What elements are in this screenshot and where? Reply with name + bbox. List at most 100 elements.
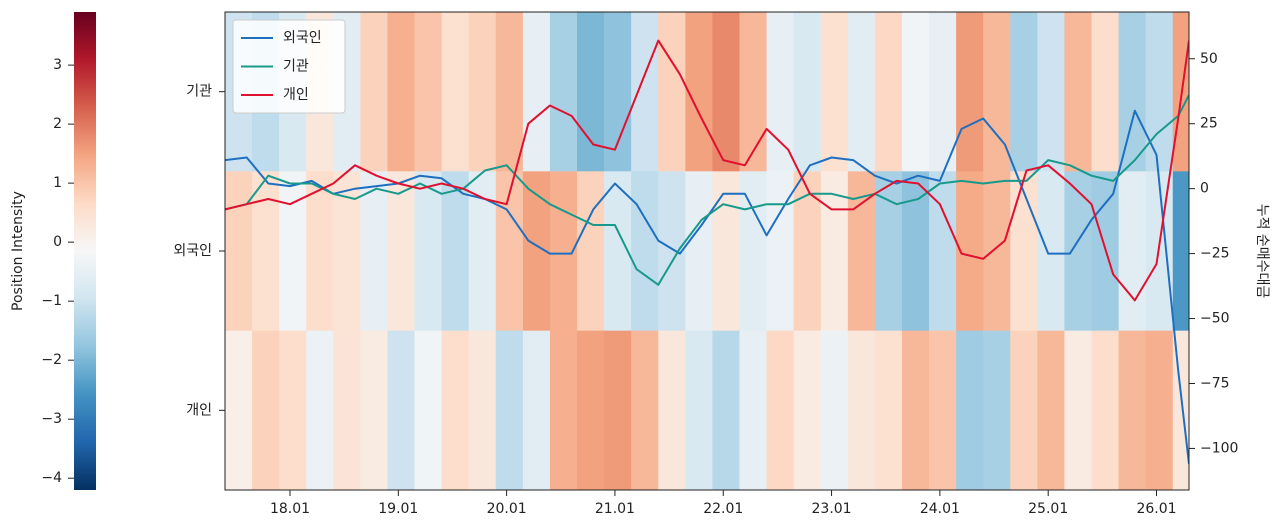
y2-tick-label: −25	[1200, 246, 1230, 262]
heat-cell	[929, 12, 957, 172]
heat-cell	[225, 330, 253, 491]
heat-cell	[414, 330, 443, 491]
heat-cell	[387, 171, 416, 332]
heat-cell	[495, 330, 524, 491]
y2-axis-label: 누적 순매수대금	[1254, 204, 1270, 299]
heat-cell	[387, 12, 416, 172]
heat-cell	[766, 12, 795, 172]
heat-cell	[1118, 12, 1147, 172]
colorbar-tick-label: 3	[53, 57, 62, 73]
heat-cell	[658, 12, 686, 172]
legend-box	[232, 19, 346, 114]
heat-cell	[441, 330, 470, 491]
heat-cell	[685, 171, 713, 332]
heat-cell	[360, 330, 388, 491]
heat-cell	[441, 12, 470, 172]
colorbar-tick-label: 2	[53, 116, 62, 132]
heat-cell	[1010, 12, 1038, 172]
series-line	[225, 109, 1189, 465]
heat-cell	[956, 330, 984, 491]
heat-cell	[522, 330, 551, 491]
colorbar-tick-label: −3	[41, 411, 62, 427]
heat-cell	[1172, 330, 1190, 491]
legend-label: 기관	[283, 59, 309, 75]
heat-cell	[414, 171, 443, 332]
heat-cell	[901, 12, 930, 172]
heat-cell	[225, 171, 253, 332]
heat-cell	[901, 171, 930, 332]
heat-cell	[631, 330, 659, 491]
heat-cell	[549, 330, 578, 491]
x-tick-label: 21.01	[595, 501, 635, 517]
x-tick-label: 26.01	[1136, 501, 1176, 517]
y2-tick-label: −75	[1200, 375, 1230, 391]
heat-cell	[604, 330, 632, 491]
x-tick-label: 24.01	[920, 501, 960, 517]
heatmap	[225, 12, 1190, 491]
lines	[225, 39, 1189, 465]
heat-cell	[279, 171, 307, 332]
heat-cell	[631, 171, 659, 332]
heat-cell	[495, 12, 524, 172]
heat-cell	[956, 12, 984, 172]
legend-label: 개인	[283, 87, 309, 103]
heat-cell	[387, 330, 416, 491]
heat-cell	[685, 330, 713, 491]
x-tick-label: 19.01	[378, 501, 418, 517]
heat-cell	[929, 330, 957, 491]
heat-cell	[685, 12, 713, 172]
colorbar-label: Position Intensity	[10, 191, 26, 311]
heat-cell	[1010, 330, 1038, 491]
heat-cell	[820, 171, 849, 332]
heat-cell	[306, 330, 334, 491]
heat-cell	[495, 171, 524, 332]
heat-cell	[712, 12, 740, 172]
heat-cell	[983, 171, 1011, 332]
y2-tick-label: 25	[1200, 116, 1218, 132]
heat-cell	[549, 12, 578, 172]
heat-cell	[739, 330, 768, 491]
heat-cell	[468, 12, 497, 172]
heat-cell	[577, 171, 605, 332]
heat-cell	[1064, 12, 1093, 172]
heat-cell	[874, 171, 903, 332]
y2-tick-label: 50	[1200, 51, 1218, 67]
colorbar	[74, 12, 96, 490]
heat-cell	[766, 330, 795, 491]
y-tick-label: 기관	[186, 84, 212, 100]
heat-cell	[1145, 330, 1174, 491]
heat-cell	[522, 12, 551, 172]
heat-cell	[1091, 12, 1120, 172]
colorbar-tick-label: −1	[41, 293, 62, 309]
colorbar-tick-label: −4	[41, 470, 62, 486]
heat-cell	[1037, 12, 1065, 172]
heat-cell	[577, 330, 605, 491]
heat-cell	[983, 330, 1011, 491]
colorbar-tick-label: 1	[53, 175, 62, 191]
heat-cell	[874, 330, 903, 491]
heat-cell	[901, 330, 930, 491]
x-tick-label: 20.01	[487, 501, 527, 517]
colorbar-tick-label: −2	[41, 352, 62, 368]
heat-cell	[1118, 171, 1147, 332]
series-line	[225, 39, 1189, 302]
x-tick-label: 23.01	[812, 501, 852, 517]
heat-cell	[1037, 330, 1065, 491]
heat-cell	[929, 171, 957, 332]
heat-cell	[1037, 171, 1065, 332]
heat-cell	[468, 330, 497, 491]
heat-cell	[441, 171, 470, 332]
heat-cell	[793, 12, 822, 172]
heat-cell	[847, 12, 876, 172]
heat-cell	[333, 330, 361, 491]
heat-cell	[414, 12, 443, 172]
x-tick-label: 22.01	[703, 501, 743, 517]
heat-cell	[1172, 171, 1190, 332]
heat-cell	[604, 12, 632, 172]
heat-cell	[577, 12, 605, 172]
y2-tick-label: −50	[1200, 311, 1230, 327]
y2-tick-label: 0	[1200, 181, 1209, 197]
heat-cell	[306, 171, 334, 332]
heat-cell	[360, 12, 388, 172]
